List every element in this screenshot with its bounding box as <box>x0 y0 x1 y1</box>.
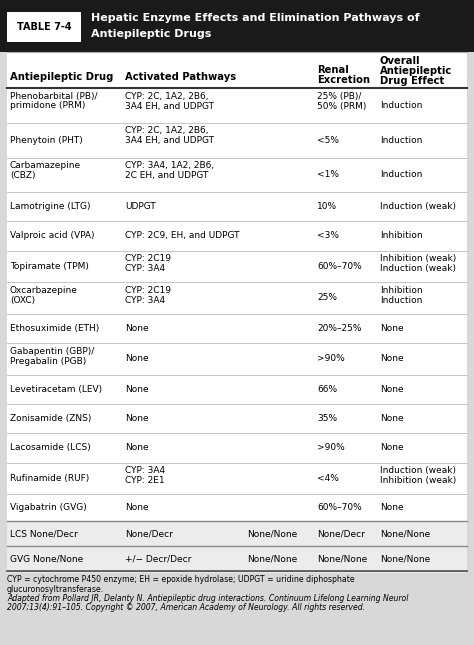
Text: None/None: None/None <box>247 554 297 563</box>
Text: CYP: 3A4, 1A2, 2B6,: CYP: 3A4, 1A2, 2B6, <box>125 161 214 170</box>
Text: CYP = cytochrome P450 enzyme; EH = epoxide hydrolase; UDPGT = uridine diphosphat: CYP = cytochrome P450 enzyme; EH = epoxi… <box>7 575 355 584</box>
Text: Induction: Induction <box>380 101 422 110</box>
Text: CYP: 3A4: CYP: 3A4 <box>125 264 165 273</box>
Text: Induction (weak): Induction (weak) <box>380 264 456 273</box>
Text: Hepatic Enzyme Effects and Elimination Pathways of: Hepatic Enzyme Effects and Elimination P… <box>91 13 419 23</box>
Text: Induction: Induction <box>380 295 422 304</box>
Text: None: None <box>125 414 149 423</box>
Text: Antiepileptic: Antiepileptic <box>380 66 452 76</box>
Text: None/None: None/None <box>247 530 297 539</box>
Text: Activated Pathways: Activated Pathways <box>125 72 236 82</box>
Text: 10%: 10% <box>317 202 337 211</box>
Bar <box>7 546 467 571</box>
Text: 60%–70%: 60%–70% <box>317 262 362 271</box>
Text: Gabapentin (GBP)/: Gabapentin (GBP)/ <box>10 346 94 355</box>
Text: None: None <box>380 444 404 453</box>
Text: Topiramate (TPM): Topiramate (TPM) <box>10 262 89 271</box>
Text: Excretion: Excretion <box>317 75 370 85</box>
Text: None: None <box>125 503 149 512</box>
Text: <1%: <1% <box>317 170 339 179</box>
Text: Antiepileptic Drugs: Antiepileptic Drugs <box>91 29 211 39</box>
Text: None: None <box>380 385 404 394</box>
Text: None/None: None/None <box>317 554 367 563</box>
Text: None: None <box>125 324 149 333</box>
Text: None: None <box>125 354 149 363</box>
Bar <box>7 521 467 546</box>
Text: LCS None/Decr: LCS None/Decr <box>10 530 78 539</box>
Text: Inhibition (weak): Inhibition (weak) <box>380 254 456 263</box>
Text: (CBZ): (CBZ) <box>10 172 36 181</box>
Text: <4%: <4% <box>317 474 339 483</box>
Text: Phenobarbital (PB)/: Phenobarbital (PB)/ <box>10 92 98 101</box>
Text: Inhibition: Inhibition <box>380 232 423 241</box>
Text: Adapted from Pollard JR, Delanty N. Antiepileptic drug interactions. Continuum L: Adapted from Pollard JR, Delanty N. Anti… <box>7 594 409 603</box>
Text: GVG None/None: GVG None/None <box>10 554 83 563</box>
Text: +/− Decr/Decr: +/− Decr/Decr <box>125 554 191 563</box>
Text: 66%: 66% <box>317 385 337 394</box>
Text: None: None <box>380 354 404 363</box>
Text: >90%: >90% <box>317 354 345 363</box>
Text: 3A4 EH, and UDPGT: 3A4 EH, and UDPGT <box>125 101 214 110</box>
Bar <box>7 52 467 573</box>
Text: <3%: <3% <box>317 232 339 241</box>
Text: 3A4 EH, and UDPGT: 3A4 EH, and UDPGT <box>125 137 214 146</box>
Text: Induction: Induction <box>380 136 422 145</box>
Text: Oxcarbazepine: Oxcarbazepine <box>10 286 78 295</box>
Text: Induction (weak): Induction (weak) <box>380 466 456 475</box>
Text: Lamotrigine (LTG): Lamotrigine (LTG) <box>10 202 91 211</box>
Text: Lacosamide (LCS): Lacosamide (LCS) <box>10 444 91 453</box>
Text: None/Decr: None/Decr <box>317 530 365 539</box>
Text: None/None: None/None <box>380 530 430 539</box>
Text: 2C EH, and UDPGT: 2C EH, and UDPGT <box>125 172 209 181</box>
Text: glucuronosyltransferase.: glucuronosyltransferase. <box>7 584 104 593</box>
Text: 60%–70%: 60%–70% <box>317 503 362 512</box>
Text: CYP: 2C, 1A2, 2B6,: CYP: 2C, 1A2, 2B6, <box>125 92 209 101</box>
Text: Pregabalin (PGB): Pregabalin (PGB) <box>10 357 86 366</box>
Text: 20%–25%: 20%–25% <box>317 324 362 333</box>
Text: Renal: Renal <box>317 65 349 75</box>
Text: Rufinamide (RUF): Rufinamide (RUF) <box>10 474 89 483</box>
Text: CYP: 2E1: CYP: 2E1 <box>125 476 164 485</box>
Bar <box>0 0 474 52</box>
Text: Induction (weak): Induction (weak) <box>380 202 456 211</box>
Text: Inhibition (weak): Inhibition (weak) <box>380 476 456 485</box>
Text: CYP: 2C19: CYP: 2C19 <box>125 254 171 263</box>
Text: Antiepileptic Drug: Antiepileptic Drug <box>10 72 113 82</box>
Text: Carbamazepine: Carbamazepine <box>10 161 81 170</box>
Text: Ethosuximide (ETH): Ethosuximide (ETH) <box>10 324 99 333</box>
Text: None/None: None/None <box>380 554 430 563</box>
Text: CYP: 3A4: CYP: 3A4 <box>125 295 165 304</box>
Text: TABLE 7-4: TABLE 7-4 <box>17 22 71 32</box>
Text: primidone (PRM): primidone (PRM) <box>10 101 85 110</box>
Text: 50% (PRM): 50% (PRM) <box>317 101 366 110</box>
Text: UDPGT: UDPGT <box>125 202 156 211</box>
Text: None: None <box>380 324 404 333</box>
Text: <5%: <5% <box>317 136 339 145</box>
Text: Levetiracetam (LEV): Levetiracetam (LEV) <box>10 385 102 394</box>
Text: >90%: >90% <box>317 444 345 453</box>
Text: CYP: 2C9, EH, and UDPGT: CYP: 2C9, EH, and UDPGT <box>125 232 239 241</box>
Text: CYP: 2C19: CYP: 2C19 <box>125 286 171 295</box>
Text: Drug Effect: Drug Effect <box>380 76 444 86</box>
Text: CYP: 3A4: CYP: 3A4 <box>125 466 165 475</box>
Text: 35%: 35% <box>317 414 337 423</box>
Text: None/Decr: None/Decr <box>125 530 173 539</box>
Text: Overall: Overall <box>380 56 420 66</box>
Text: 2007;13(4):91–105. Copyright © 2007, American Academy of Neurology. All rights r: 2007;13(4):91–105. Copyright © 2007, Ame… <box>7 604 365 613</box>
Text: 25%: 25% <box>317 293 337 303</box>
Text: Zonisamide (ZNS): Zonisamide (ZNS) <box>10 414 91 423</box>
Text: None: None <box>125 444 149 453</box>
Text: CYP: 2C, 1A2, 2B6,: CYP: 2C, 1A2, 2B6, <box>125 126 209 135</box>
Text: Induction: Induction <box>380 170 422 179</box>
Text: None: None <box>380 503 404 512</box>
Text: Vigabatrin (GVG): Vigabatrin (GVG) <box>10 503 87 512</box>
Text: (OXC): (OXC) <box>10 295 35 304</box>
Text: Inhibition: Inhibition <box>380 286 423 295</box>
Text: 25% (PB)/: 25% (PB)/ <box>317 92 361 101</box>
Bar <box>7 12 81 42</box>
Text: Phenytoin (PHT): Phenytoin (PHT) <box>10 136 83 145</box>
Text: Valproic acid (VPA): Valproic acid (VPA) <box>10 232 94 241</box>
Text: None: None <box>125 385 149 394</box>
Text: None: None <box>380 414 404 423</box>
